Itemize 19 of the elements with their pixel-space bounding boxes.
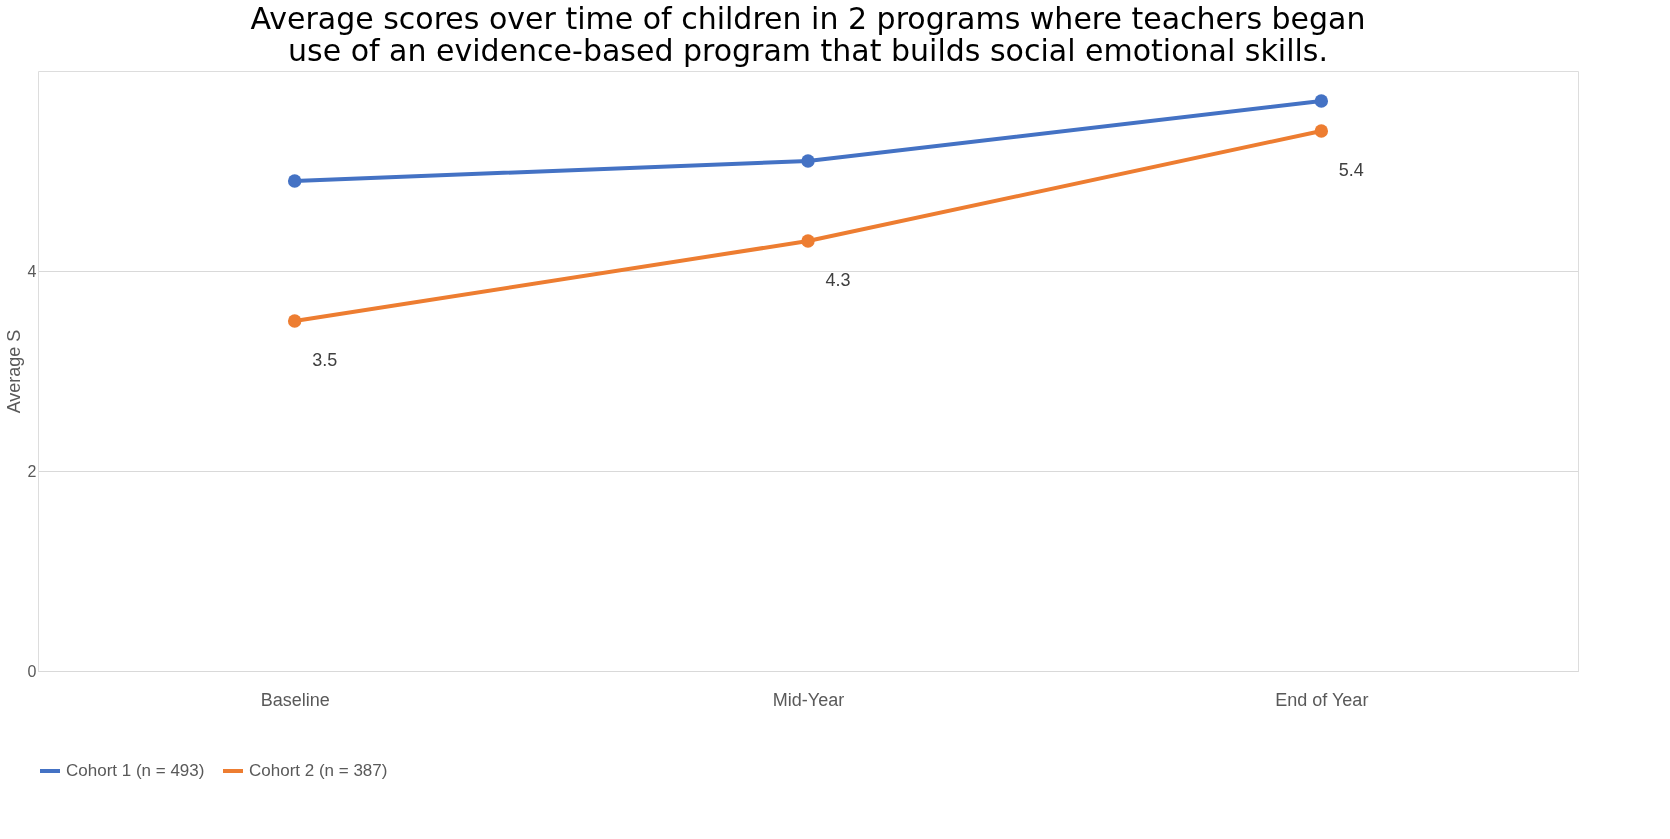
point (1314, 124, 1329, 138)
chart-title: Average scores over time of children in 2 programs where teachers began use of an evidence-based program that builds social emotional skills. (250, 1, 1366, 68)
legend-label: Cohort 2 (n = 387) (249, 761, 388, 780)
y-tick-label: 0 (27, 662, 37, 680)
x-tick-label: End of Year (1275, 689, 1369, 710)
point (287, 314, 302, 328)
y-axis-title: Average S (3, 329, 24, 414)
x-tick-label: Mid-Year (772, 689, 845, 710)
data-label: 3.5 (312, 350, 338, 370)
data-label: 4.3 (825, 270, 851, 290)
point (801, 154, 815, 168)
point (1314, 94, 1329, 108)
point (287, 174, 302, 188)
legend-label: Cohort 1 (n = 493) (66, 761, 205, 780)
y-tick-label: 4 (27, 262, 37, 280)
x-tick-label: Baseline (260, 689, 330, 710)
data-label: 5.4 (1338, 160, 1364, 180)
point (801, 234, 815, 248)
y-tick-label: 2 (27, 462, 37, 480)
